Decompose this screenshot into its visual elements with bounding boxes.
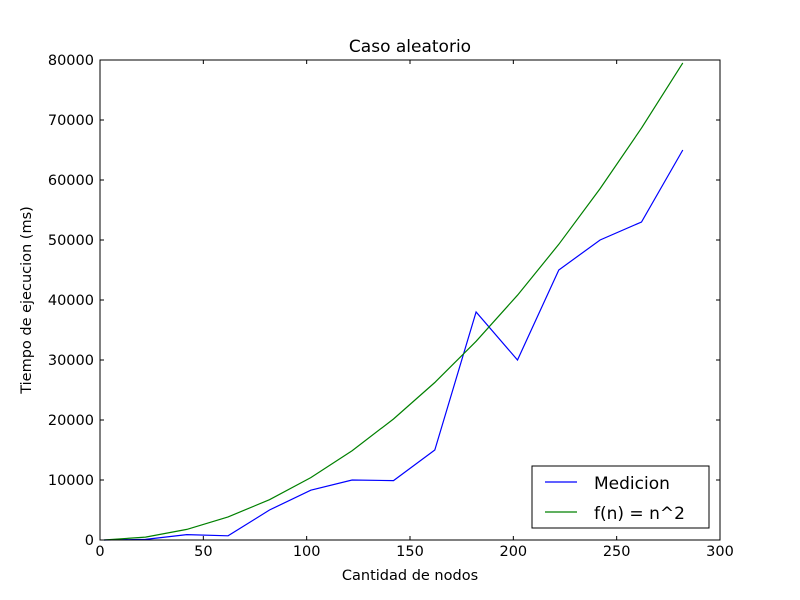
y-tick-label: 20000 [48,413,94,429]
series-line-0 [104,149,684,541]
x-axis-ticks: 0 50 100 150 200 250 300 [95,60,734,560]
y-tick-label: 30000 [48,353,94,369]
x-axis-label: Cantidad de nodos [342,568,478,584]
x-tick-label: 200 [499,544,527,560]
y-tick-label: 80000 [48,53,94,69]
y-tick-label: 10000 [48,473,94,489]
x-tick-label: 50 [194,544,212,560]
y-axis-label: Tiempo de ejecucion (ms) [19,206,35,395]
x-tick-label: 250 [603,544,631,560]
x-tick-label: 0 [95,544,104,560]
legend-label-fn: f(n) = n^2 [594,504,685,524]
series-line-1 [104,62,684,541]
legend-box [531,465,710,529]
y-tick-label: 50000 [48,233,94,249]
y-tick-label: 70000 [48,113,94,129]
y-tick-label: 40000 [48,293,94,309]
legend-label-medicion: Medicion [594,474,670,494]
legend: Medicion f(n) = n^2 [531,465,710,529]
plot-lines [104,62,684,541]
x-tick-label: 100 [293,544,321,560]
y-tick-label: 60000 [48,173,94,189]
x-tick-label: 300 [706,544,734,560]
chart-title: Caso aleatorio [349,37,471,57]
y-axis-ticks: 0 10000 20000 30000 40000 50000 60000 70000 8000… [48,53,720,549]
y-tick-label: 0 [85,533,94,549]
x-tick-label: 150 [396,544,424,560]
